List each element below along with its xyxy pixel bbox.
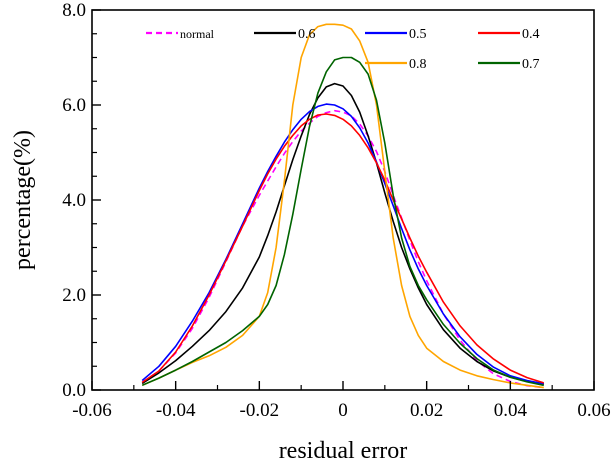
x-tick-label: 0.04 bbox=[494, 400, 528, 421]
x-tick-label: -0.02 bbox=[240, 400, 280, 421]
series-line-0-5 bbox=[141, 103, 544, 385]
x-tick-label: -0.06 bbox=[72, 400, 112, 421]
legend-label-0-6: 0.6 bbox=[298, 27, 316, 42]
y-tick-label: 8.0 bbox=[62, 0, 86, 21]
x-axis-label: residual error bbox=[279, 438, 408, 464]
series-line-0-4 bbox=[141, 113, 545, 384]
x-tick-label: -0.04 bbox=[156, 400, 196, 421]
series-lines bbox=[141, 23, 545, 389]
y-tick-label: 4.0 bbox=[62, 190, 86, 211]
x-tick-label: 0.06 bbox=[577, 400, 610, 421]
y-tick-label: 6.0 bbox=[62, 95, 86, 116]
y-axis-ticks: 0.0 2.0 4.0 6.0 8.0 bbox=[62, 0, 101, 401]
y-axis-label: percentage(%) bbox=[10, 130, 36, 270]
series-line-normal bbox=[141, 109, 544, 389]
legend-label-0-8: 0.8 bbox=[409, 57, 427, 72]
series-line-0-8 bbox=[141, 23, 544, 389]
y-tick-label: 0.0 bbox=[62, 380, 86, 401]
legend-label-0-5: 0.5 bbox=[409, 27, 427, 42]
series-line-0-7 bbox=[141, 56, 544, 387]
legend: normal 0.6 0.5 0.4 0.8 0.7 bbox=[146, 27, 540, 72]
x-tick-label: 0 bbox=[338, 400, 348, 421]
plot-border bbox=[91, 9, 595, 391]
x-tick-label: 0.02 bbox=[410, 400, 443, 421]
legend-label-0-7: 0.7 bbox=[522, 57, 540, 72]
series-line-0-6 bbox=[141, 82, 544, 386]
y-tick-label: 2.0 bbox=[62, 285, 86, 306]
legend-label-0-4: 0.4 bbox=[522, 27, 540, 42]
legend-label-normal: normal bbox=[180, 27, 215, 41]
x-axis-ticks: -0.06 -0.04 -0.02 0 0.02 0.04 0.06 bbox=[72, 381, 611, 421]
plot-frame bbox=[91, 9, 595, 391]
